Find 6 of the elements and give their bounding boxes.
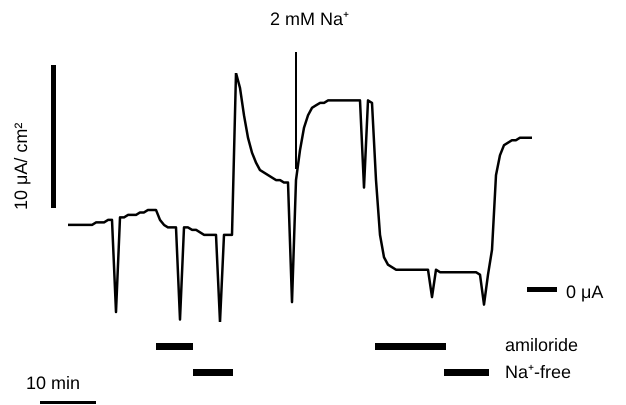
text: 2 mM Na⁺ [270, 9, 350, 29]
text: Na⁺-free [505, 362, 572, 382]
text: amiloride [505, 335, 578, 355]
text: 0 μA [566, 282, 604, 302]
y-axis-title: 10 μA/ cm² [11, 122, 31, 210]
x-axis-title: 10 min [26, 373, 80, 393]
